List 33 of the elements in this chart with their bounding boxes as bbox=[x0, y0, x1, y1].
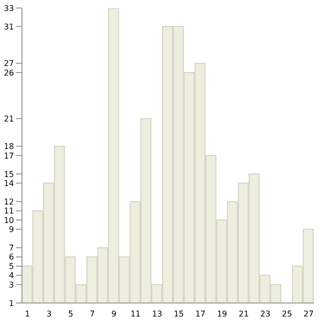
y-tick-label: 7 bbox=[8, 244, 14, 253]
y-tick-label: 21 bbox=[4, 114, 14, 124]
x-tick-label: 19 bbox=[216, 310, 228, 319]
y-tick-label: 6 bbox=[8, 252, 14, 262]
y-tick-label: 12 bbox=[4, 197, 14, 206]
y-tick-label: 31 bbox=[4, 22, 14, 32]
x-tick-label: 17 bbox=[195, 310, 206, 319]
x-tick-label: 21 bbox=[238, 310, 249, 319]
x-tick-label: 11 bbox=[130, 310, 141, 319]
x-tick-label: 1 bbox=[24, 310, 30, 319]
y-tick-label: 27 bbox=[4, 59, 14, 68]
x-tick-label: 25 bbox=[282, 310, 292, 319]
y-tick-label: 26 bbox=[4, 68, 14, 78]
y-tick-label: 14 bbox=[4, 178, 14, 188]
y-tick-label: 15 bbox=[4, 170, 14, 179]
x-tick-label: 7 bbox=[90, 310, 95, 319]
y-tick-label: 3 bbox=[8, 280, 14, 290]
y-tick-label: 5 bbox=[8, 262, 14, 271]
x-tick-label: 15 bbox=[174, 310, 184, 319]
y-tick-label: 4 bbox=[8, 271, 14, 280]
y-tick-label: 1 bbox=[8, 298, 14, 308]
x-tick-label: 9 bbox=[111, 310, 116, 319]
y-tick-label: 18 bbox=[4, 142, 14, 152]
y-tick-label: 10 bbox=[4, 216, 14, 225]
y-tick-label: 33 bbox=[4, 4, 14, 13]
x-tick-label: 27 bbox=[304, 310, 314, 319]
y-tick-label: 9 bbox=[8, 225, 14, 234]
x-tick-label: 13 bbox=[152, 310, 162, 319]
x-tick-label: 23 bbox=[260, 310, 270, 319]
y-tick-label: 17 bbox=[4, 151, 14, 160]
y-tick-label: 11 bbox=[4, 206, 14, 216]
x-tick-label: 5 bbox=[68, 310, 74, 319]
x-tick-label: 3 bbox=[46, 310, 52, 319]
